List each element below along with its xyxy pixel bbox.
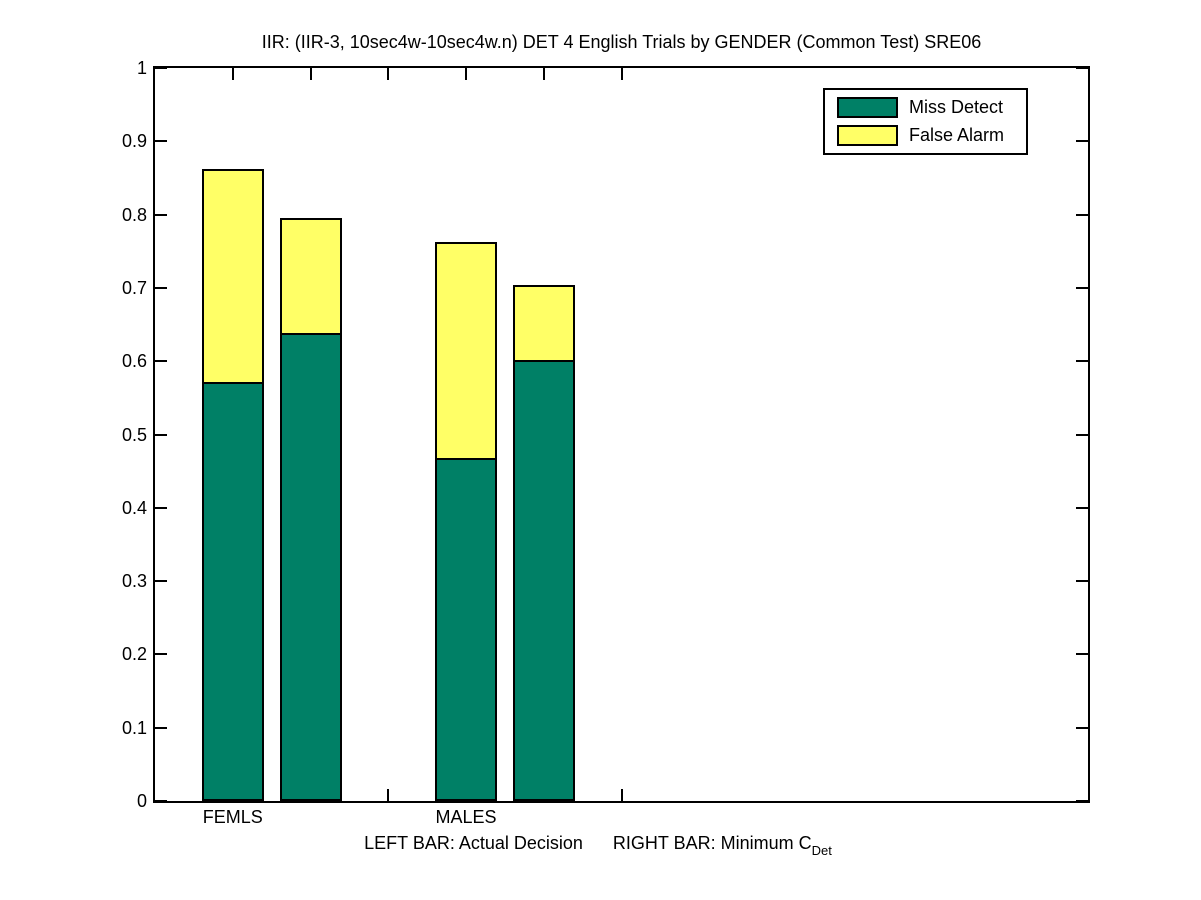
x-axis-tick (232, 68, 234, 80)
y-axis-tick (1076, 580, 1088, 582)
y-axis-tick (155, 580, 167, 582)
y-axis-tick-label: 0.7 (121, 277, 147, 298)
x-axis-tick (621, 789, 623, 801)
y-axis-tick (1076, 800, 1088, 802)
bar-femls-actual-decision (202, 169, 264, 801)
y-axis-tick-label: 0.8 (121, 204, 147, 225)
miss-detect-swatch-icon (837, 97, 898, 118)
y-axis-tick (155, 727, 167, 729)
bar-males-minimum-cdet (513, 285, 575, 801)
y-axis-tick (155, 140, 167, 142)
x-axis-tick (465, 68, 467, 80)
y-axis-tick-label: 0.3 (121, 571, 147, 592)
legend-label: Miss Detect (909, 97, 1004, 117)
x-axis-tick (387, 68, 389, 80)
y-axis-tick-label: 0.4 (121, 497, 147, 518)
x-axis-tick (387, 789, 389, 801)
x-axis-group-label: MALES (435, 807, 497, 827)
y-axis-tick (1076, 360, 1088, 362)
y-axis-tick-label: 0 (136, 791, 147, 811)
y-axis-tick (1076, 653, 1088, 655)
y-axis-tick-label: 0.2 (121, 644, 147, 665)
bar-segment-miss-detect (515, 360, 573, 799)
legend: Miss Detect False Alarm (823, 88, 1028, 155)
y-axis-tick (1076, 727, 1088, 729)
bar-segment-miss-detect (437, 458, 495, 799)
bar-segment-miss-detect (282, 333, 340, 799)
legend-item-false-alarm: False Alarm (837, 125, 1026, 146)
x-axis-tick (543, 68, 545, 80)
bar-males-actual-decision (435, 242, 497, 801)
y-axis-tick (1076, 67, 1088, 69)
y-axis-tick (1076, 214, 1088, 216)
y-axis-tick-label: 0.9 (121, 131, 147, 152)
y-axis-tick (155, 653, 167, 655)
y-axis-tick (155, 434, 167, 436)
y-axis-tick (155, 214, 167, 216)
x-axis-tick (310, 68, 312, 80)
caption-right-bar-text: RIGHT BAR: Minimum C (612, 833, 812, 853)
y-axis-tick (155, 800, 167, 802)
y-axis-tick (155, 67, 167, 69)
y-axis-tick (155, 507, 167, 509)
y-axis-tick (155, 360, 167, 362)
bar-femls-minimum-cdet (280, 218, 342, 801)
caption-left-bar-text: LEFT BAR: Actual Decision (364, 833, 583, 853)
y-axis-tick-label: 0.1 (121, 717, 147, 738)
y-axis-tick-label: 1 (136, 58, 147, 78)
false-alarm-swatch-icon (837, 125, 898, 146)
y-axis-tick (1076, 434, 1088, 436)
legend-label: False Alarm (909, 125, 1005, 145)
legend-item-miss-detect: Miss Detect (837, 97, 1026, 118)
y-axis-tick (1076, 140, 1088, 142)
x-axis-tick (621, 68, 623, 80)
x-axis-group-label: FEMLS (202, 807, 263, 827)
y-axis-tick-label: 0.6 (121, 351, 147, 372)
y-axis-tick (155, 287, 167, 289)
y-axis-tick (1076, 507, 1088, 509)
bar-segment-miss-detect (204, 382, 262, 799)
x-axis-caption: LEFT BAR: Actual Decision RIGHT BAR: Mini… (98, 832, 1098, 862)
chart-title: IIR: (IIR-3, 10sec4w-10sec4w.n) DET 4 En… (261, 32, 982, 52)
y-axis-tick-label: 0.5 (121, 424, 147, 445)
plot-area (153, 66, 1090, 803)
caption-subscript: Det (811, 843, 832, 858)
y-axis-tick (1076, 287, 1088, 289)
